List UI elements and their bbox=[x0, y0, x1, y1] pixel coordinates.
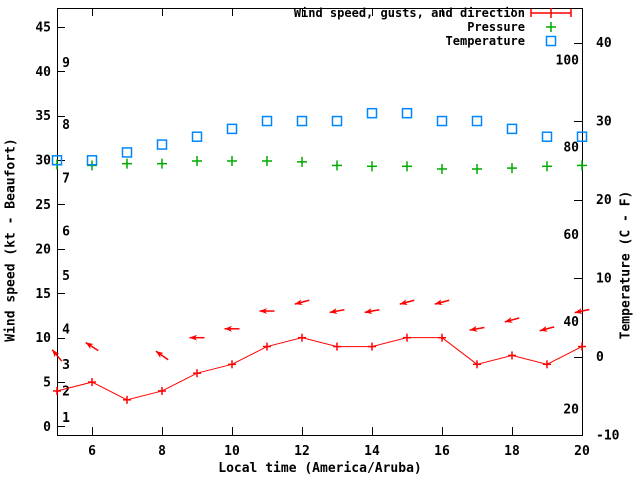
wind-speed-line bbox=[53, 333, 586, 404]
x-tick-label: 12 bbox=[294, 444, 310, 459]
x-axis-label: Local time (America/Aruba) bbox=[218, 461, 422, 476]
temperature-point bbox=[436, 115, 448, 127]
beaufort-label: 6 bbox=[62, 225, 70, 240]
legend-label-wind: Wind speed, gusts, and direction bbox=[293, 6, 525, 20]
gust-arrow-head bbox=[504, 317, 513, 323]
temperature-point bbox=[471, 115, 483, 127]
fahrenheit-label: 80 bbox=[563, 141, 579, 156]
y-left-tick-label: 25 bbox=[35, 198, 51, 213]
chart-legend: Wind speed, gusts, and direction Pressur… bbox=[294, 6, 574, 48]
temperature-point bbox=[576, 131, 588, 142]
temperature-point bbox=[506, 123, 518, 135]
y-right-tick-label: 0 bbox=[596, 350, 604, 365]
gust-arrow-head bbox=[259, 308, 267, 315]
plot-border-rect bbox=[57, 8, 583, 436]
temperature-point bbox=[401, 107, 413, 119]
legend-label-pressure: Pressure bbox=[467, 20, 525, 34]
fahrenheit-label: 60 bbox=[563, 228, 579, 243]
x-tick-label: 8 bbox=[158, 444, 166, 459]
beaufort-label: 4 bbox=[62, 322, 70, 337]
legend-entry-temperature: Temperature bbox=[294, 34, 574, 48]
y-left-tick-label: 0 bbox=[43, 420, 51, 435]
y-left-tick-label: 5 bbox=[43, 376, 51, 391]
beaufort-label: 2 bbox=[62, 384, 70, 399]
gust-arrow-head bbox=[85, 342, 94, 350]
legend-marker-pressure-plus-icon bbox=[546, 22, 556, 32]
right-axis-ticks: -10 0 10 20 30 40 bbox=[574, 36, 620, 444]
temperature-point bbox=[331, 115, 343, 127]
beaufort-label: 8 bbox=[62, 118, 70, 133]
x-tick-label: 20 bbox=[574, 444, 590, 459]
y-left-tick-label: 40 bbox=[35, 65, 51, 80]
temperature-points bbox=[51, 107, 588, 166]
temperature-point bbox=[541, 131, 553, 142]
temperature-point bbox=[121, 147, 133, 158]
gust-arrow-head bbox=[189, 334, 197, 341]
x-tick-label: 16 bbox=[434, 444, 450, 459]
legend-label-temperature: Temperature bbox=[445, 34, 525, 48]
gust-arrow-head bbox=[52, 349, 60, 358]
y-left-tick-label: 10 bbox=[35, 331, 51, 346]
x-tick-label: 10 bbox=[224, 444, 240, 459]
y-right-tick-label: 20 bbox=[596, 193, 612, 208]
fahrenheit-label: 100 bbox=[556, 53, 580, 68]
temperature-point bbox=[261, 115, 273, 127]
y-left-tick-label: 30 bbox=[35, 154, 51, 169]
temperature-point bbox=[51, 155, 63, 166]
x-tick-label: 6 bbox=[88, 444, 96, 459]
gust-arrow-head bbox=[329, 308, 338, 314]
gust-arrow-head bbox=[155, 351, 164, 358]
gust-arrow-head bbox=[539, 325, 548, 332]
temperature-point bbox=[296, 115, 308, 127]
y-right-tick-label: 30 bbox=[596, 115, 612, 130]
beaufort-label: 9 bbox=[62, 56, 70, 71]
y-left-tick-label: 20 bbox=[35, 242, 51, 257]
legend-entry-wind: Wind speed, gusts, and direction bbox=[294, 6, 574, 20]
x-tick-label: 14 bbox=[364, 444, 380, 459]
temperature-point bbox=[191, 131, 203, 142]
plot-border bbox=[57, 8, 583, 436]
temperature-point bbox=[86, 155, 98, 166]
gust-arrow-head bbox=[364, 308, 373, 314]
gust-arrow-head bbox=[399, 299, 408, 306]
x-tick-label: 18 bbox=[504, 444, 520, 459]
beaufort-label: 7 bbox=[62, 171, 70, 186]
legend-marker-wind-errorbar-icon bbox=[530, 8, 572, 18]
legend-entry-pressure: Pressure bbox=[294, 20, 574, 34]
fahrenheit-label: 40 bbox=[563, 315, 579, 330]
beaufort-label: 1 bbox=[62, 411, 70, 426]
beaufort-label: 5 bbox=[62, 269, 70, 284]
left-axis-ticks: 0 5 10 15 20 25 30 35 40 45 bbox=[35, 20, 65, 435]
gust-arrow-head bbox=[434, 299, 443, 306]
beaufort-scale-labels: 1 2 3 4 5 6 7 8 9 bbox=[62, 56, 70, 426]
wind-speed-polyline bbox=[56, 337, 583, 401]
gust-arrow-head bbox=[224, 325, 232, 332]
gust-arrow-head bbox=[469, 325, 478, 332]
temperature-point bbox=[156, 139, 168, 150]
gust-arrow-head bbox=[574, 308, 583, 314]
y-right-tick-label: -10 bbox=[596, 429, 620, 444]
y-left-tick-label: 35 bbox=[35, 109, 51, 124]
pressure-points bbox=[52, 155, 587, 174]
legend-marker-temperature-square-icon bbox=[545, 35, 557, 47]
fahrenheit-label: 20 bbox=[563, 402, 579, 417]
gust-arrow-head bbox=[294, 299, 303, 306]
y-right-tick-label: 40 bbox=[596, 36, 612, 51]
fahrenheit-scale-labels: 20 40 60 80 100 bbox=[556, 53, 580, 417]
y-right-tick-label: 10 bbox=[596, 272, 612, 287]
y-left-tick-label: 15 bbox=[35, 287, 51, 302]
temperature-point bbox=[226, 123, 238, 135]
temperature-point bbox=[366, 107, 378, 119]
x-axis-ticks: 6 8 10 12 14 16 18 20 bbox=[88, 8, 590, 459]
wind-gust-direction-arrows bbox=[51, 299, 590, 362]
beaufort-label: 3 bbox=[62, 358, 70, 373]
y-left-tick-label: 45 bbox=[35, 20, 51, 35]
